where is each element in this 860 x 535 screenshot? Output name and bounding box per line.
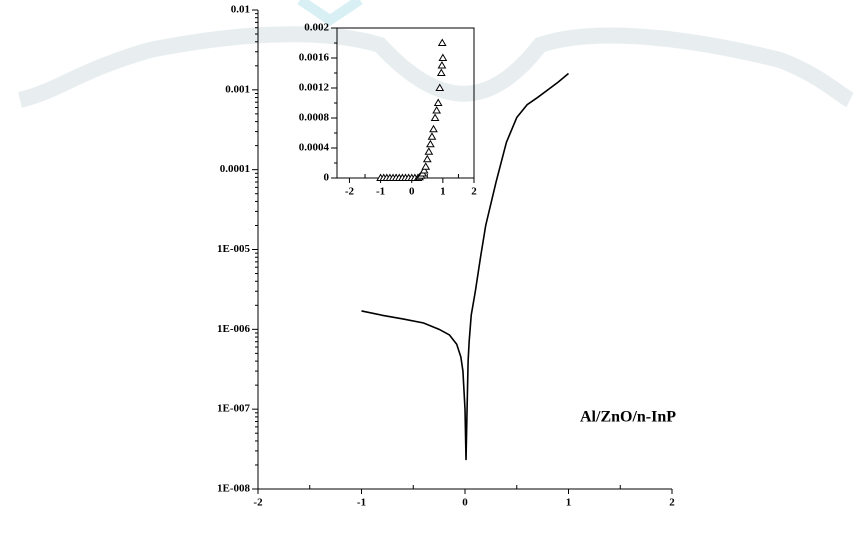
- y-tick-label: 1E-007: [217, 403, 251, 415]
- x-tick-label: 2: [669, 497, 675, 509]
- triangle-marker: [419, 166, 429, 174]
- x-tick-label: -2: [253, 497, 263, 509]
- triangle-marker: [435, 83, 445, 91]
- triangle-marker: [427, 132, 437, 140]
- triangle-marker: [424, 147, 434, 155]
- y-tick-label: 0.0001: [220, 163, 250, 175]
- triangle-marker: [437, 61, 447, 69]
- x-tick-label: 1: [440, 186, 446, 198]
- y-tick-label: 1E-005: [217, 243, 251, 255]
- y-tick-label: 0.0004: [299, 142, 330, 154]
- y-tick-label: 0.0012: [299, 82, 330, 94]
- y-tick-label: 0: [324, 172, 330, 184]
- x-tick-label: -1: [376, 186, 385, 198]
- inset-frame: [336, 27, 475, 179]
- triangle-marker: [429, 124, 438, 133]
- y-tick-label: 0.001: [225, 83, 250, 95]
- x-tick-label: 1: [566, 497, 572, 509]
- y-tick-label: 0.002: [304, 22, 329, 34]
- y-tick-label: 0.0008: [299, 112, 330, 124]
- triangle-marker: [433, 98, 443, 106]
- triangle-marker: [437, 38, 447, 46]
- triangle-marker: [430, 113, 440, 121]
- triangle-marker: [421, 162, 431, 170]
- x-tick-label: -2: [345, 186, 355, 198]
- y-tick-label: 1E-008: [217, 483, 251, 495]
- x-tick-label: 0: [462, 497, 468, 509]
- x-tick-label: -1: [357, 497, 366, 509]
- triangle-marker: [436, 68, 446, 76]
- triangle-marker: [426, 139, 435, 148]
- triangle-marker: [422, 154, 432, 163]
- y-tick-label: 0.0016: [299, 52, 330, 64]
- x-tick-label: 2: [471, 186, 477, 198]
- y-tick-label: 1E-006: [217, 323, 251, 335]
- watermark: [17, 26, 855, 108]
- annotation: Al/ZnO/n-InP: [580, 409, 676, 426]
- x-tick-label: 0: [409, 186, 415, 198]
- iv-curve: [361, 72, 570, 461]
- watermark: [297, 0, 363, 27]
- triangle-marker: [432, 106, 442, 114]
- triangle-marker: [438, 53, 448, 61]
- y-tick-label: 0.01: [231, 4, 250, 16]
